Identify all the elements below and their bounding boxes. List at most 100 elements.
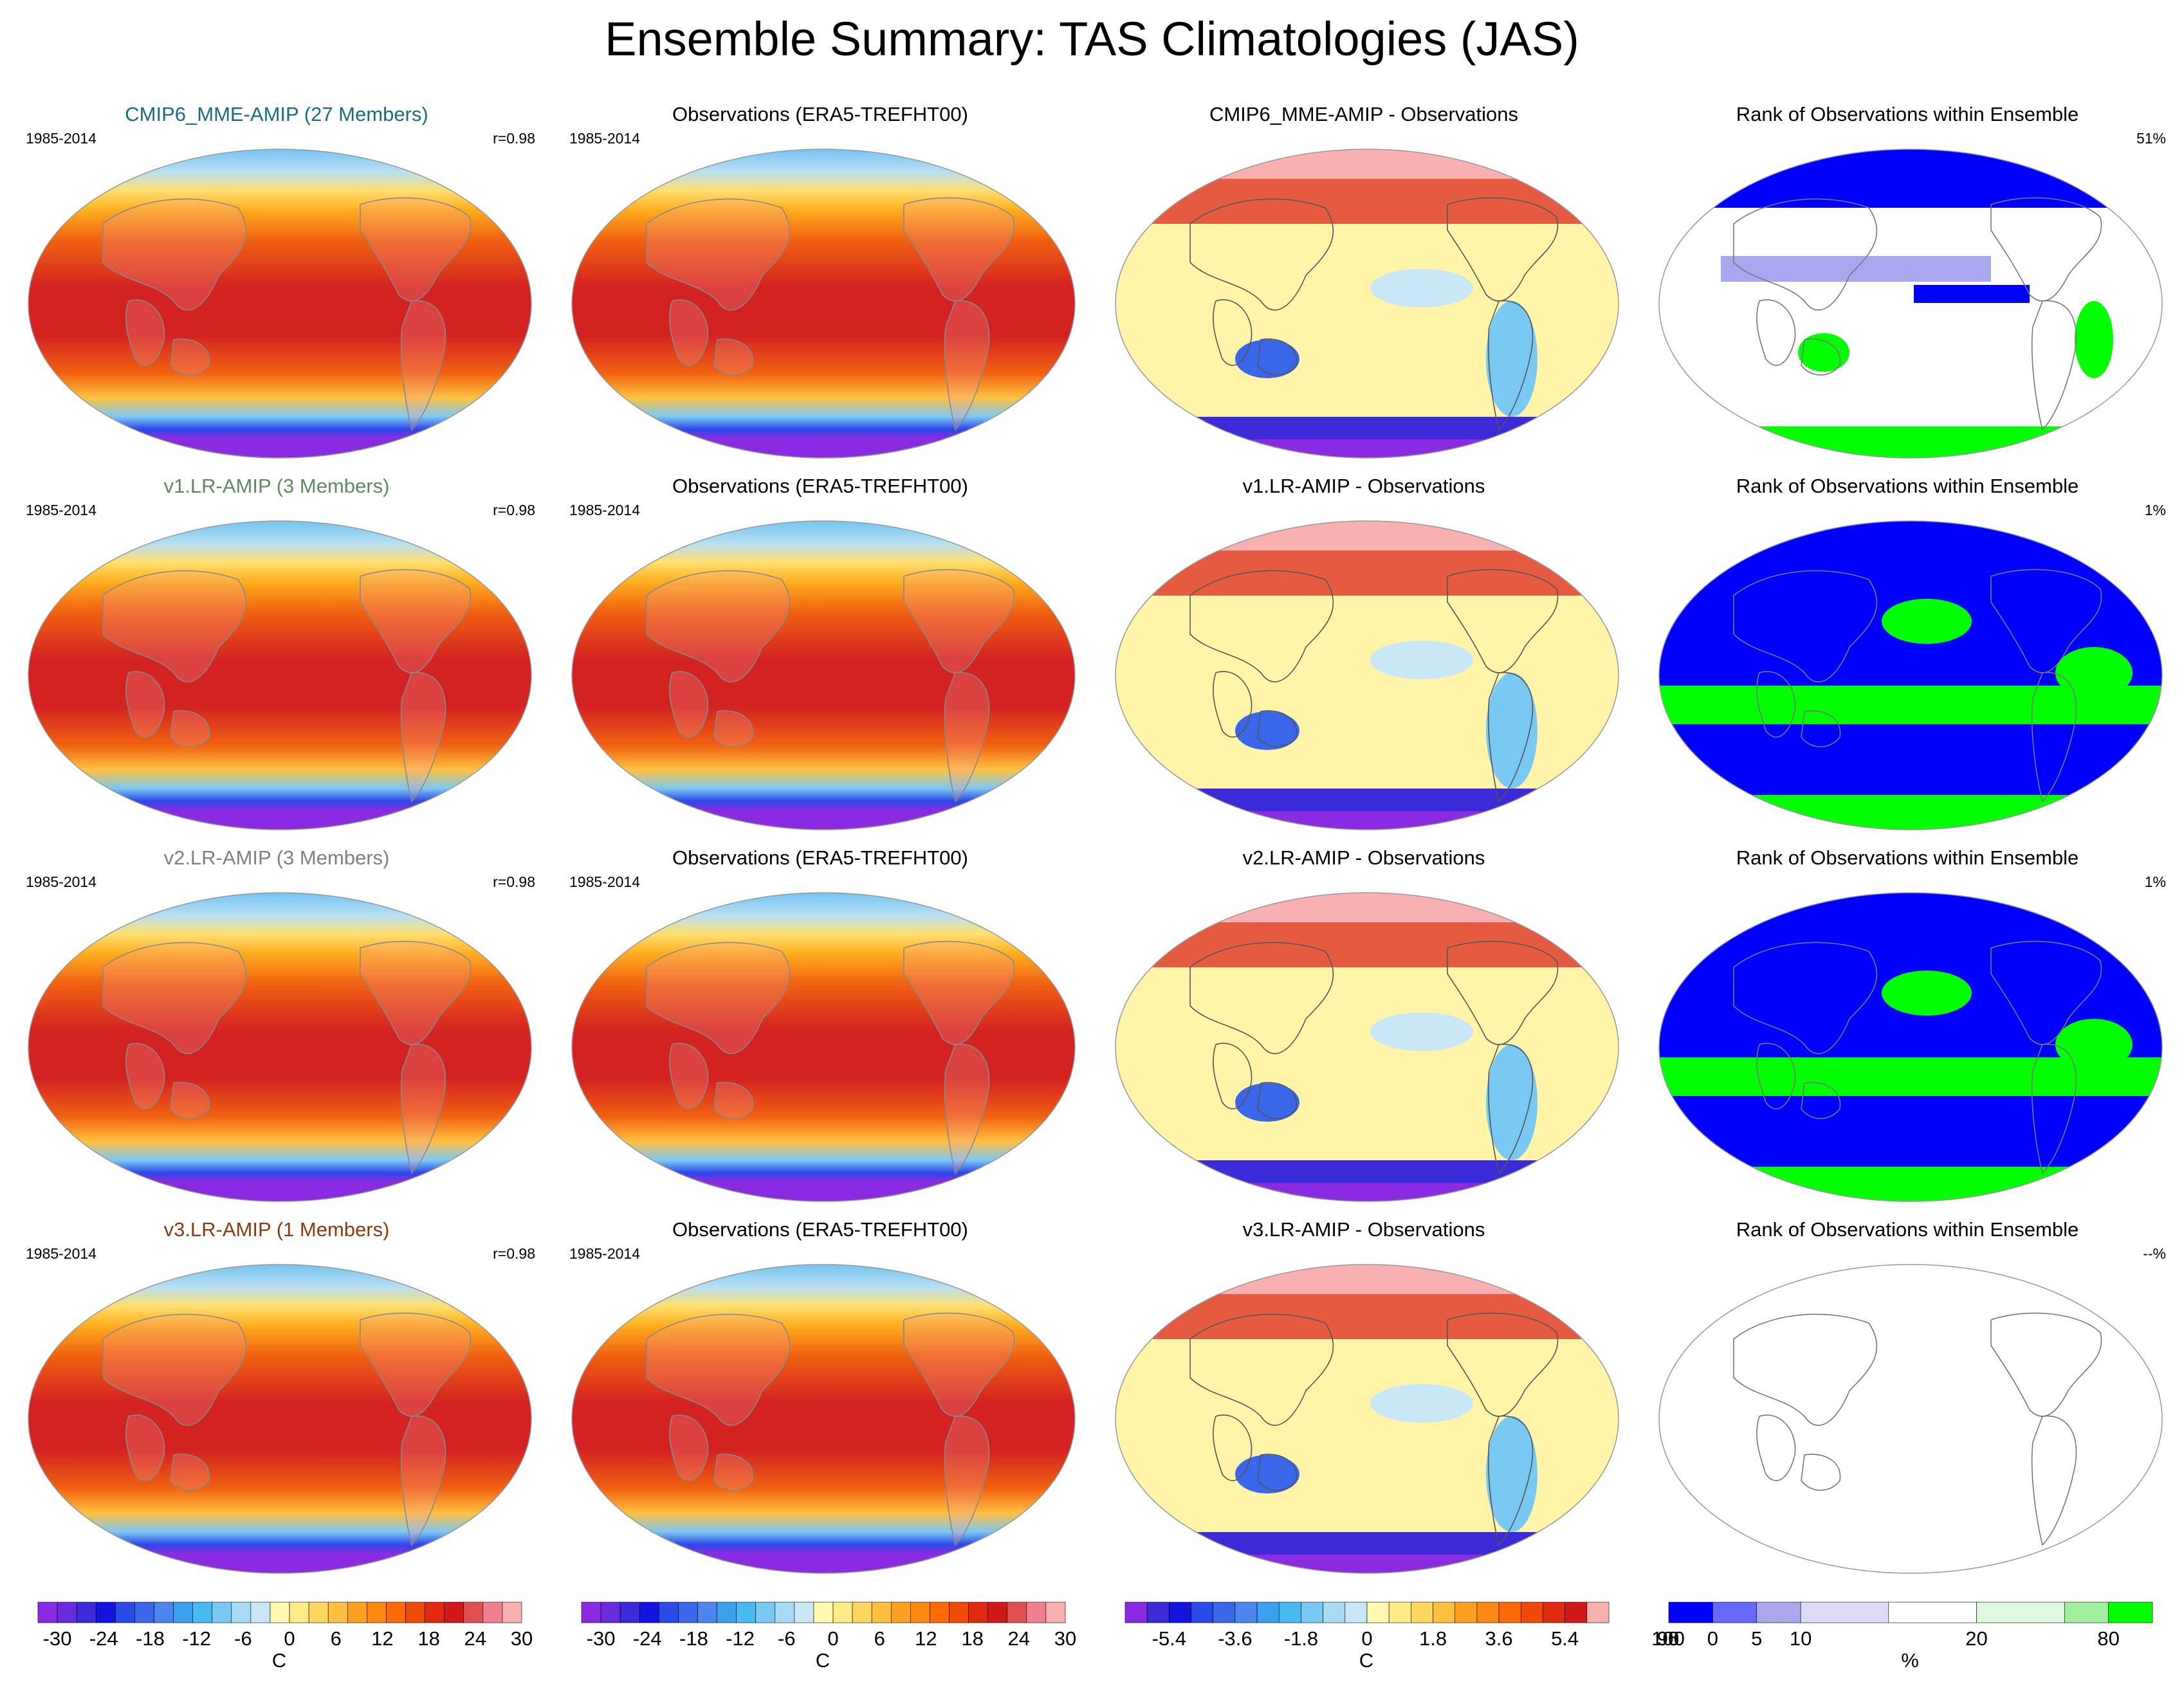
colorbar-box (327, 1602, 348, 1623)
correlation-label: r=0.98 (493, 873, 535, 890)
colorbar-boxes (581, 1602, 1066, 1623)
colorbar-box (890, 1602, 911, 1623)
colorbar-box (502, 1602, 522, 1623)
map-model (28, 520, 532, 830)
panel-obs-row3: Observations (ERA5-TREFHT00) 1985-2014 (556, 846, 1084, 1207)
panel-obs-row1: Observations (ERA5-TREFHT00) 1985-2014 (556, 103, 1084, 463)
colorbar-box (192, 1602, 213, 1623)
panel-obs-row2: Observations (ERA5-TREFHT00) 1985-2014 (556, 475, 1084, 835)
colorbar-box (95, 1602, 116, 1623)
colorbar-tick-label: 30 (510, 1627, 533, 1650)
colorbar-tick-label: -12 (182, 1627, 212, 1650)
panel-rank-row2: Rank of Observations within Ensemble 1% (1644, 475, 2171, 835)
colorbar-box (367, 1602, 387, 1623)
colorbar-box (717, 1602, 737, 1623)
colorbar-box (949, 1602, 969, 1623)
panel-diff-row2: v1.LR-AMIP - Observations (1100, 475, 1628, 835)
colorbar-tick-label: -30 (586, 1627, 616, 1650)
panel-title: CMIP6_MME-AMIP - Observations (1209, 103, 1519, 125)
colorbar-box (639, 1602, 659, 1623)
colorbar-tick-label: 5.4 (1551, 1627, 1579, 1650)
colorbar-box (405, 1602, 425, 1623)
panel-obs-row4: Observations (ERA5-TREFHT00) 1985-2014 (556, 1218, 1084, 1578)
colorbar-box (463, 1602, 484, 1623)
panel-title: CMIP6_MME-AMIP (27 Members) (125, 103, 428, 125)
colorbar-box (482, 1602, 503, 1623)
colorbar-box (813, 1602, 834, 1623)
colorbar-box (1756, 1602, 1801, 1623)
period-label: 1985-2014 (26, 130, 96, 147)
colorbar-box (987, 1602, 1008, 1623)
panel-rank-row4: Rank of Observations within Ensemble --% (1644, 1218, 2171, 1578)
colorbar-box (1800, 1602, 1889, 1623)
panel-title: Rank of Observations within Ensemble (1736, 103, 2079, 125)
colorbar-tick-label: -24 (632, 1627, 662, 1650)
panel-title: v2.LR-AMIP (3 Members) (163, 846, 390, 869)
panel-title: Observations (ERA5-TREFHT00) (672, 103, 968, 125)
panel-rank-row3: Rank of Observations within Ensemble 1% (1644, 846, 2171, 1207)
panel-title: Observations (ERA5-TREFHT00) (672, 1218, 968, 1241)
panel-diff-row4: v3.LR-AMIP - Observations (1100, 1218, 1628, 1578)
map-diff (1115, 1264, 1619, 1574)
panel-model-row2: v1.LR-AMIP (3 Members) 1985-2014 r=0.98 (13, 475, 540, 835)
panel-title: Rank of Observations within Ensemble (1736, 1218, 2079, 1241)
rank-percent-label: 1% (2144, 873, 2166, 890)
colorbar-tick-label: 3.6 (1485, 1627, 1513, 1650)
colorbar-box (134, 1602, 154, 1623)
colorbar-box (678, 1602, 698, 1623)
map-diff (1115, 892, 1619, 1202)
colorbar-box (115, 1602, 135, 1623)
colorbar-tick-label: 100 (1651, 1627, 1685, 1650)
colorbar-tick-label: 6 (874, 1627, 885, 1650)
colorbar-box (250, 1602, 271, 1623)
colorbar-tick-label: -30 (42, 1627, 72, 1650)
colorbar-tick-label: 0 (1707, 1627, 1718, 1650)
colorbar-box (154, 1602, 174, 1623)
colorbar-box (425, 1602, 445, 1623)
colorbar-box (1586, 1602, 1610, 1623)
map-obs (571, 149, 1076, 459)
map-rank (1658, 892, 2163, 1202)
colorbar-box (308, 1602, 329, 1623)
colorbar-box (1213, 1602, 1236, 1623)
colorbar-box (1007, 1602, 1027, 1623)
panel-model-row1: CMIP6_MME-AMIP (27 Members) 1985-2014 r=0.… (13, 103, 540, 463)
colorbar-tick-label: 18 (961, 1627, 984, 1650)
panel-title: v1.LR-AMIP (3 Members) (163, 475, 390, 497)
colorbar-box (289, 1602, 309, 1623)
panel-diff-row3: v2.LR-AMIP - Observations (1100, 846, 1628, 1207)
colorbar-box (1234, 1602, 1258, 1623)
colorbar-tick-label: -3.6 (1218, 1627, 1253, 1650)
colorbar-box (386, 1602, 406, 1623)
colorbar-unit-label: % (1901, 1649, 1919, 1672)
colorbar-box (1169, 1602, 1191, 1623)
colorbar-box (600, 1602, 621, 1623)
panel-model-row3: v2.LR-AMIP (3 Members) 1985-2014 r=0.98 (13, 846, 540, 1207)
colorbar-box (852, 1602, 872, 1623)
map-rank (1658, 149, 2163, 459)
colorbar-tick-label: 90 (1656, 1627, 1680, 1650)
colorbar-box (1124, 1602, 1148, 1623)
panel-title: v2.LR-AMIP - Observations (1242, 846, 1485, 869)
colorbar-tick-label: -18 (136, 1627, 165, 1650)
colorbar-box (832, 1602, 853, 1623)
colorbar-tick-label: 24 (1007, 1627, 1031, 1650)
colorbar-box (1026, 1602, 1047, 1623)
colorbar-box (736, 1602, 757, 1623)
colorbar-box (930, 1602, 950, 1623)
colorbar-box (2108, 1602, 2153, 1623)
colorbar-2: -30 -24 -18 -12 -6 0 6 12 18 24 30 C (581, 1602, 1076, 1679)
colorbar-tick-label: -6 (234, 1627, 252, 1650)
period-label: 1985-2014 (569, 130, 640, 147)
panel-title: Observations (ERA5-TREFHT00) (672, 846, 968, 869)
colorbar-box (910, 1602, 930, 1623)
colorbar-box (1278, 1602, 1301, 1623)
colorbar-box (173, 1602, 193, 1623)
colorbar-box (1888, 1602, 1977, 1623)
colorbar-box (794, 1602, 814, 1623)
correlation-label: r=0.98 (493, 502, 535, 518)
colorbar-tick-label: 0 (827, 1627, 839, 1650)
colorbar-box (231, 1602, 252, 1623)
map-obs (571, 1264, 1076, 1574)
period-label: 1985-2014 (569, 1245, 640, 1262)
